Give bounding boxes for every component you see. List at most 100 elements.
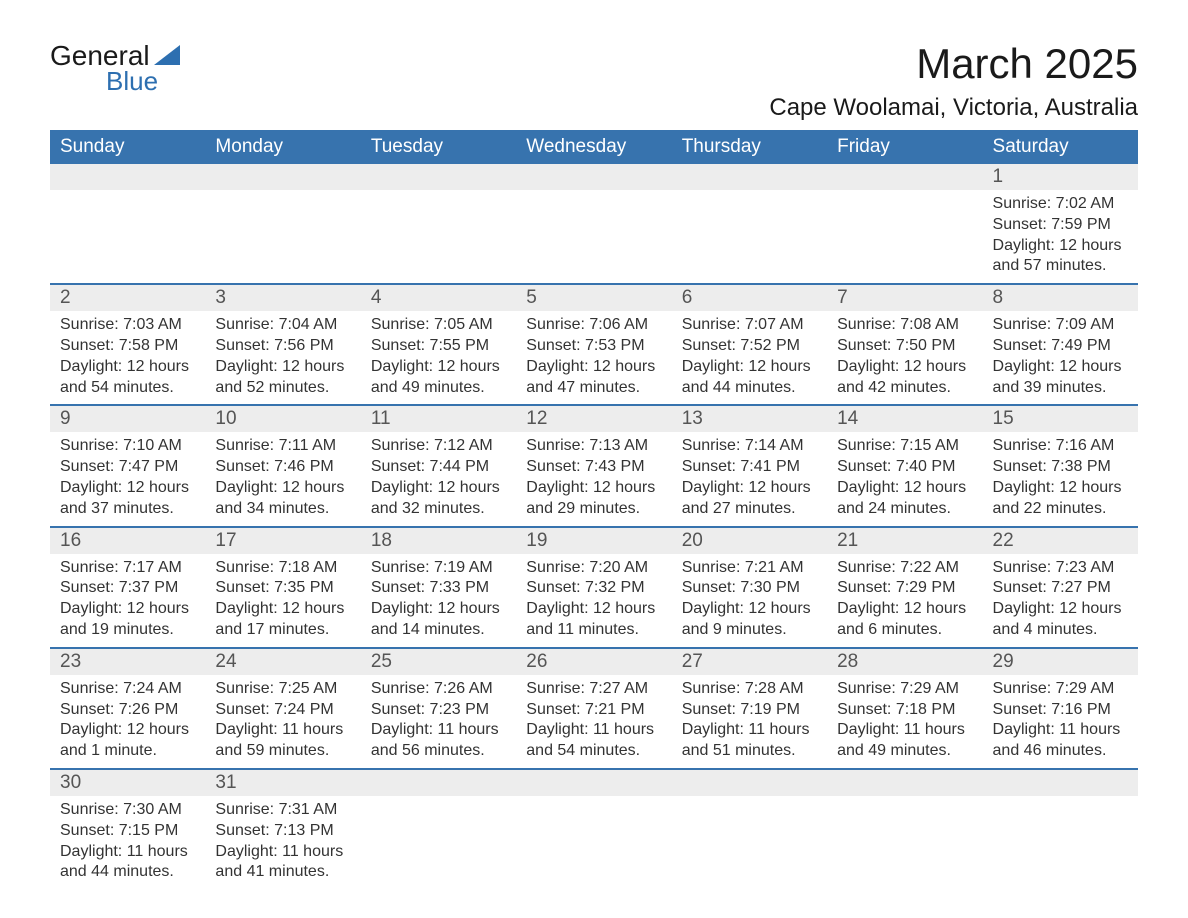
day-content: Sunrise: 7:05 AMSunset: 7:55 PMDaylight:… — [361, 311, 516, 404]
calendar-cell — [827, 164, 982, 284]
calendar-cell: 19Sunrise: 7:20 AMSunset: 7:32 PMDayligh… — [516, 527, 671, 648]
calendar-cell: 26Sunrise: 7:27 AMSunset: 7:21 PMDayligh… — [516, 648, 671, 769]
calendar-cell: 8Sunrise: 7:09 AMSunset: 7:49 PMDaylight… — [983, 284, 1138, 405]
weekday-header: Sunday — [50, 130, 205, 164]
calendar-cell: 21Sunrise: 7:22 AMSunset: 7:29 PMDayligh… — [827, 527, 982, 648]
day-number: 21 — [827, 528, 982, 554]
calendar-cell: 12Sunrise: 7:13 AMSunset: 7:43 PMDayligh… — [516, 405, 671, 526]
day-number — [827, 164, 982, 190]
calendar-cell: 25Sunrise: 7:26 AMSunset: 7:23 PMDayligh… — [361, 648, 516, 769]
day-content: Sunrise: 7:22 AMSunset: 7:29 PMDaylight:… — [827, 554, 982, 647]
day-content: Sunrise: 7:04 AMSunset: 7:56 PMDaylight:… — [205, 311, 360, 404]
day-content: Sunrise: 7:29 AMSunset: 7:18 PMDaylight:… — [827, 675, 982, 768]
day-number — [983, 770, 1138, 796]
calendar-cell — [827, 769, 982, 889]
calendar-cell: 28Sunrise: 7:29 AMSunset: 7:18 PMDayligh… — [827, 648, 982, 769]
day-content: Sunrise: 7:27 AMSunset: 7:21 PMDaylight:… — [516, 675, 671, 768]
day-number: 31 — [205, 770, 360, 796]
day-content: Sunrise: 7:23 AMSunset: 7:27 PMDaylight:… — [983, 554, 1138, 647]
day-content: Sunrise: 7:15 AMSunset: 7:40 PMDaylight:… — [827, 432, 982, 525]
calendar-cell — [361, 769, 516, 889]
calendar-table: SundayMondayTuesdayWednesdayThursdayFrid… — [50, 130, 1138, 889]
calendar-cell: 3Sunrise: 7:04 AMSunset: 7:56 PMDaylight… — [205, 284, 360, 405]
day-number: 7 — [827, 285, 982, 311]
weekday-header: Monday — [205, 130, 360, 164]
day-content: Sunrise: 7:09 AMSunset: 7:49 PMDaylight:… — [983, 311, 1138, 404]
calendar-cell: 24Sunrise: 7:25 AMSunset: 7:24 PMDayligh… — [205, 648, 360, 769]
calendar-cell: 13Sunrise: 7:14 AMSunset: 7:41 PMDayligh… — [672, 405, 827, 526]
calendar-week-row: 23Sunrise: 7:24 AMSunset: 7:26 PMDayligh… — [50, 648, 1138, 769]
day-number: 26 — [516, 649, 671, 675]
day-content: Sunrise: 7:26 AMSunset: 7:23 PMDaylight:… — [361, 675, 516, 768]
calendar-cell: 20Sunrise: 7:21 AMSunset: 7:30 PMDayligh… — [672, 527, 827, 648]
day-content: Sunrise: 7:17 AMSunset: 7:37 PMDaylight:… — [50, 554, 205, 647]
calendar-cell: 6Sunrise: 7:07 AMSunset: 7:52 PMDaylight… — [672, 284, 827, 405]
calendar-cell: 11Sunrise: 7:12 AMSunset: 7:44 PMDayligh… — [361, 405, 516, 526]
day-number: 2 — [50, 285, 205, 311]
day-content — [672, 190, 827, 283]
calendar-cell: 15Sunrise: 7:16 AMSunset: 7:38 PMDayligh… — [983, 405, 1138, 526]
calendar-week-row: 9Sunrise: 7:10 AMSunset: 7:47 PMDaylight… — [50, 405, 1138, 526]
day-number: 27 — [672, 649, 827, 675]
day-content: Sunrise: 7:08 AMSunset: 7:50 PMDaylight:… — [827, 311, 982, 404]
calendar-cell: 5Sunrise: 7:06 AMSunset: 7:53 PMDaylight… — [516, 284, 671, 405]
day-number: 23 — [50, 649, 205, 675]
titles: March 2025 Cape Woolamai, Victoria, Aust… — [769, 40, 1138, 122]
day-number: 22 — [983, 528, 1138, 554]
day-content — [361, 190, 516, 283]
day-content — [205, 190, 360, 283]
day-number: 1 — [983, 164, 1138, 190]
day-content: Sunrise: 7:18 AMSunset: 7:35 PMDaylight:… — [205, 554, 360, 647]
day-number: 24 — [205, 649, 360, 675]
day-number: 19 — [516, 528, 671, 554]
day-number: 15 — [983, 406, 1138, 432]
logo: General Blue — [50, 40, 180, 97]
day-content: Sunrise: 7:10 AMSunset: 7:47 PMDaylight:… — [50, 432, 205, 525]
day-content — [516, 190, 671, 283]
day-content: Sunrise: 7:25 AMSunset: 7:24 PMDaylight:… — [205, 675, 360, 768]
calendar-cell — [983, 769, 1138, 889]
day-content: Sunrise: 7:28 AMSunset: 7:19 PMDaylight:… — [672, 675, 827, 768]
day-number: 20 — [672, 528, 827, 554]
day-content: Sunrise: 7:02 AMSunset: 7:59 PMDaylight:… — [983, 190, 1138, 283]
day-number: 13 — [672, 406, 827, 432]
day-content — [50, 190, 205, 283]
day-number — [672, 164, 827, 190]
day-number: 11 — [361, 406, 516, 432]
day-number — [672, 770, 827, 796]
day-content: Sunrise: 7:13 AMSunset: 7:43 PMDaylight:… — [516, 432, 671, 525]
calendar-cell: 17Sunrise: 7:18 AMSunset: 7:35 PMDayligh… — [205, 527, 360, 648]
day-number: 14 — [827, 406, 982, 432]
calendar-cell — [516, 769, 671, 889]
calendar-cell — [672, 769, 827, 889]
weekday-header: Friday — [827, 130, 982, 164]
day-number — [516, 164, 671, 190]
day-number: 8 — [983, 285, 1138, 311]
day-number — [205, 164, 360, 190]
day-number: 28 — [827, 649, 982, 675]
day-content: Sunrise: 7:03 AMSunset: 7:58 PMDaylight:… — [50, 311, 205, 404]
calendar-week-row: 2Sunrise: 7:03 AMSunset: 7:58 PMDaylight… — [50, 284, 1138, 405]
logo-word2: Blue — [106, 66, 158, 97]
calendar-cell — [50, 164, 205, 284]
day-number — [516, 770, 671, 796]
day-number: 3 — [205, 285, 360, 311]
calendar-cell: 30Sunrise: 7:30 AMSunset: 7:15 PMDayligh… — [50, 769, 205, 889]
day-number: 18 — [361, 528, 516, 554]
day-number — [827, 770, 982, 796]
day-number: 17 — [205, 528, 360, 554]
day-content: Sunrise: 7:12 AMSunset: 7:44 PMDaylight:… — [361, 432, 516, 525]
calendar-week-row: 30Sunrise: 7:30 AMSunset: 7:15 PMDayligh… — [50, 769, 1138, 889]
calendar-cell: 23Sunrise: 7:24 AMSunset: 7:26 PMDayligh… — [50, 648, 205, 769]
calendar-cell — [205, 164, 360, 284]
day-number: 5 — [516, 285, 671, 311]
weekday-header: Wednesday — [516, 130, 671, 164]
calendar-cell: 18Sunrise: 7:19 AMSunset: 7:33 PMDayligh… — [361, 527, 516, 648]
header: General Blue March 2025 Cape Woolamai, V… — [50, 40, 1138, 122]
day-content: Sunrise: 7:16 AMSunset: 7:38 PMDaylight:… — [983, 432, 1138, 525]
day-content: Sunrise: 7:29 AMSunset: 7:16 PMDaylight:… — [983, 675, 1138, 768]
calendar-cell — [516, 164, 671, 284]
page-title: March 2025 — [769, 40, 1138, 88]
day-content: Sunrise: 7:06 AMSunset: 7:53 PMDaylight:… — [516, 311, 671, 404]
calendar-cell: 7Sunrise: 7:08 AMSunset: 7:50 PMDaylight… — [827, 284, 982, 405]
